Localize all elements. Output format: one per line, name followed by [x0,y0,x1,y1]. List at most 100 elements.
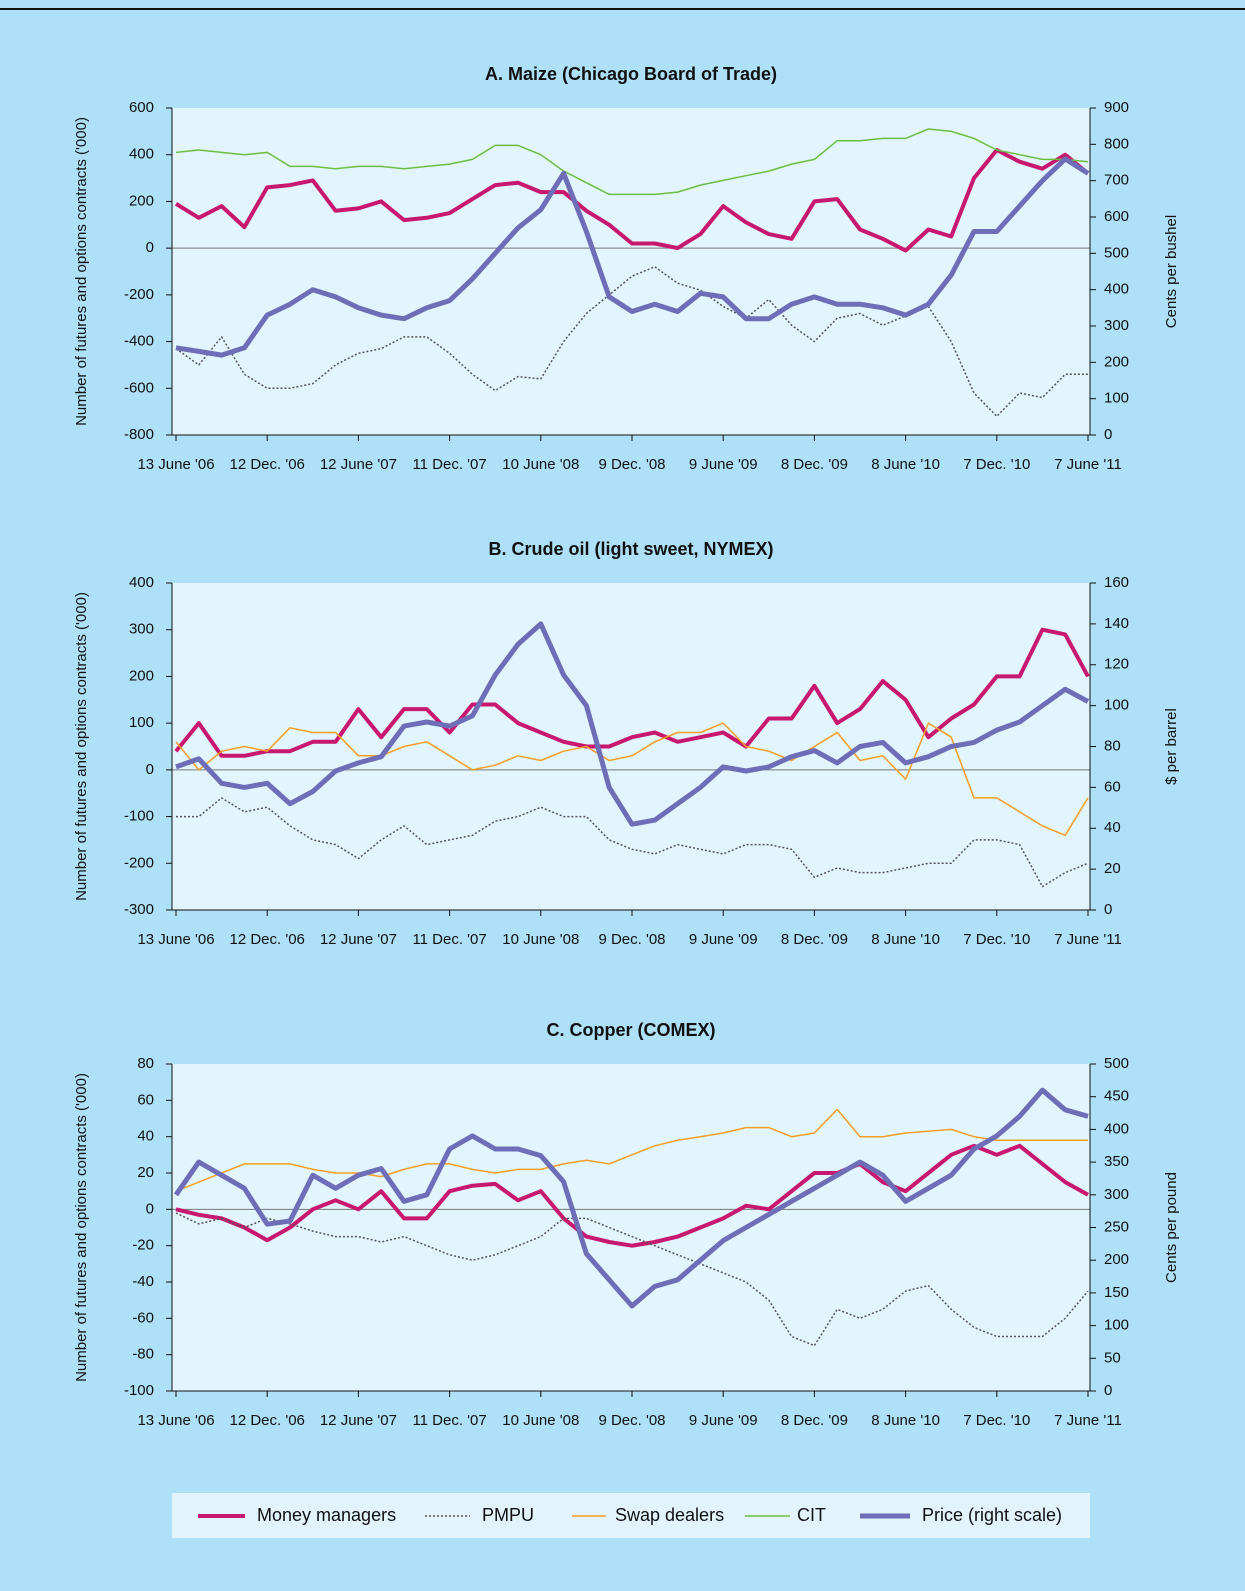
x-tick-label: 13 June '06 [137,931,214,948]
y2-tick-label: 350 [1104,1153,1129,1170]
y2-tick-label: 400 [1104,281,1129,298]
y2-tick-label: 700 [1104,172,1129,189]
y2-tick-label: 160 [1104,574,1129,591]
y2-axis-label: Cents per pound [1163,1172,1180,1283]
x-tick-label: 8 June '10 [871,456,940,473]
x-tick-label: 12 Dec. '06 [229,456,304,473]
plot-area [172,583,1090,910]
y-tick-label: -100 [124,1382,154,1399]
y-tick-label: -400 [124,333,154,350]
y-axis-label: Number of futures and options contracts … [73,592,90,901]
legend-label: Price (right scale) [922,1505,1062,1525]
y2-tick-label: 500 [1104,1055,1129,1072]
y-tick-label: -200 [124,286,154,303]
plot-area [172,1064,1090,1391]
x-tick-label: 7 June '11 [1054,1412,1122,1429]
x-tick-label: 10 June '08 [502,456,579,473]
y-tick-label: 400 [129,574,154,591]
y-tick-label: 300 [129,621,154,638]
y2-tick-label: 500 [1104,244,1129,261]
series-line [175,722,1089,837]
y-tick-label: 60 [137,1091,154,1108]
y2-tick-label: 50 [1104,1349,1121,1366]
y-axis-label: Number of futures and options contracts … [73,117,90,426]
x-tick-label: 8 Dec. '09 [781,931,848,948]
series-line [175,1108,1088,1192]
y2-tick-label: 450 [1104,1088,1129,1105]
x-tick-label: 10 June '08 [502,1412,579,1429]
chart-title: B. Crude oil (light sweet, NYMEX) [488,539,773,559]
y2-tick-label: 400 [1104,1120,1129,1137]
y2-tick-label: 0 [1104,426,1112,443]
y2-tick-label: 140 [1104,615,1129,632]
y-axis-label: Number of futures and options contracts … [73,1073,90,1382]
legend-label: Money managers [257,1505,396,1525]
x-tick-label: 7 June '11 [1054,931,1122,948]
x-tick-label: 13 June '06 [137,1412,214,1429]
x-tick-label: 8 Dec. '09 [781,456,848,473]
x-tick-label: 12 June '07 [320,931,397,948]
y-tick-label: 600 [129,99,154,116]
x-tick-label: 7 Dec. '10 [963,456,1030,473]
legend-label: CIT [797,1505,826,1525]
y-tick-label: -40 [132,1273,154,1290]
x-tick-label: 9 Dec. '08 [598,1412,665,1429]
y-tick-label: 0 [146,761,154,778]
x-tick-label: 11 Dec. '07 [412,1412,486,1429]
x-tick-label: 9 June '09 [689,1412,758,1429]
x-tick-label: 7 June '11 [1054,456,1122,473]
y-tick-label: 20 [137,1164,154,1181]
y-tick-label: -80 [132,1346,154,1363]
y-tick-label: 40 [137,1128,154,1145]
y2-tick-label: 40 [1104,819,1121,836]
y2-tick-label: 0 [1104,1382,1112,1399]
series-line [173,1087,1089,1309]
x-tick-label: 8 June '10 [871,1412,940,1429]
y2-tick-label: 100 [1104,1317,1129,1334]
x-tick-label: 12 Dec. '06 [229,931,304,948]
y2-tick-label: 250 [1104,1218,1129,1235]
y2-tick-label: 300 [1104,317,1129,334]
y-tick-label: 80 [137,1055,154,1072]
series-line [175,1212,1089,1347]
y-tick-label: -300 [124,901,154,918]
x-tick-label: 12 June '07 [320,456,397,473]
y2-tick-label: 200 [1104,1251,1129,1268]
series-line [175,266,1088,418]
x-tick-label: 7 Dec. '10 [963,1412,1030,1429]
legend-box [172,1493,1090,1538]
chart-title: A. Maize (Chicago Board of Trade) [485,64,777,84]
y2-tick-label: 80 [1104,737,1121,754]
x-tick-label: 10 June '08 [502,931,579,948]
y-tick-label: 200 [129,192,154,209]
x-tick-label: 11 Dec. '07 [412,456,486,473]
y2-tick-label: 100 [1104,697,1129,714]
y2-tick-label: 0 [1104,901,1112,918]
x-tick-label: 9 June '09 [689,456,758,473]
y2-tick-label: 300 [1104,1186,1129,1203]
series-line [174,627,1090,758]
y2-tick-label: 100 [1104,390,1129,407]
x-tick-label: 12 Dec. '06 [229,1412,304,1429]
x-tick-label: 13 June '06 [137,456,214,473]
y-tick-label: -20 [132,1237,154,1254]
x-tick-label: 9 Dec. '08 [598,931,665,948]
x-tick-label: 11 Dec. '07 [412,931,486,948]
series-line [175,1143,1089,1248]
y2-tick-label: 200 [1104,353,1129,370]
chart-title: C. Copper (COMEX) [547,1020,716,1040]
y-tick-label: -60 [132,1309,154,1326]
x-tick-label: 8 Dec. '09 [781,1412,848,1429]
y2-tick-label: 20 [1104,860,1121,877]
y2-axis-label: $ per barrel [1163,708,1180,785]
y-tick-label: -100 [124,808,154,825]
y2-tick-label: 150 [1104,1284,1129,1301]
x-tick-label: 7 Dec. '10 [963,931,1030,948]
x-tick-label: 12 June '07 [320,1412,397,1429]
y-tick-label: 0 [146,1200,154,1217]
series-line [175,128,1089,196]
plot-area [172,108,1090,435]
y2-axis-label: Cents per bushel [1163,215,1180,328]
series-line [174,148,1090,253]
